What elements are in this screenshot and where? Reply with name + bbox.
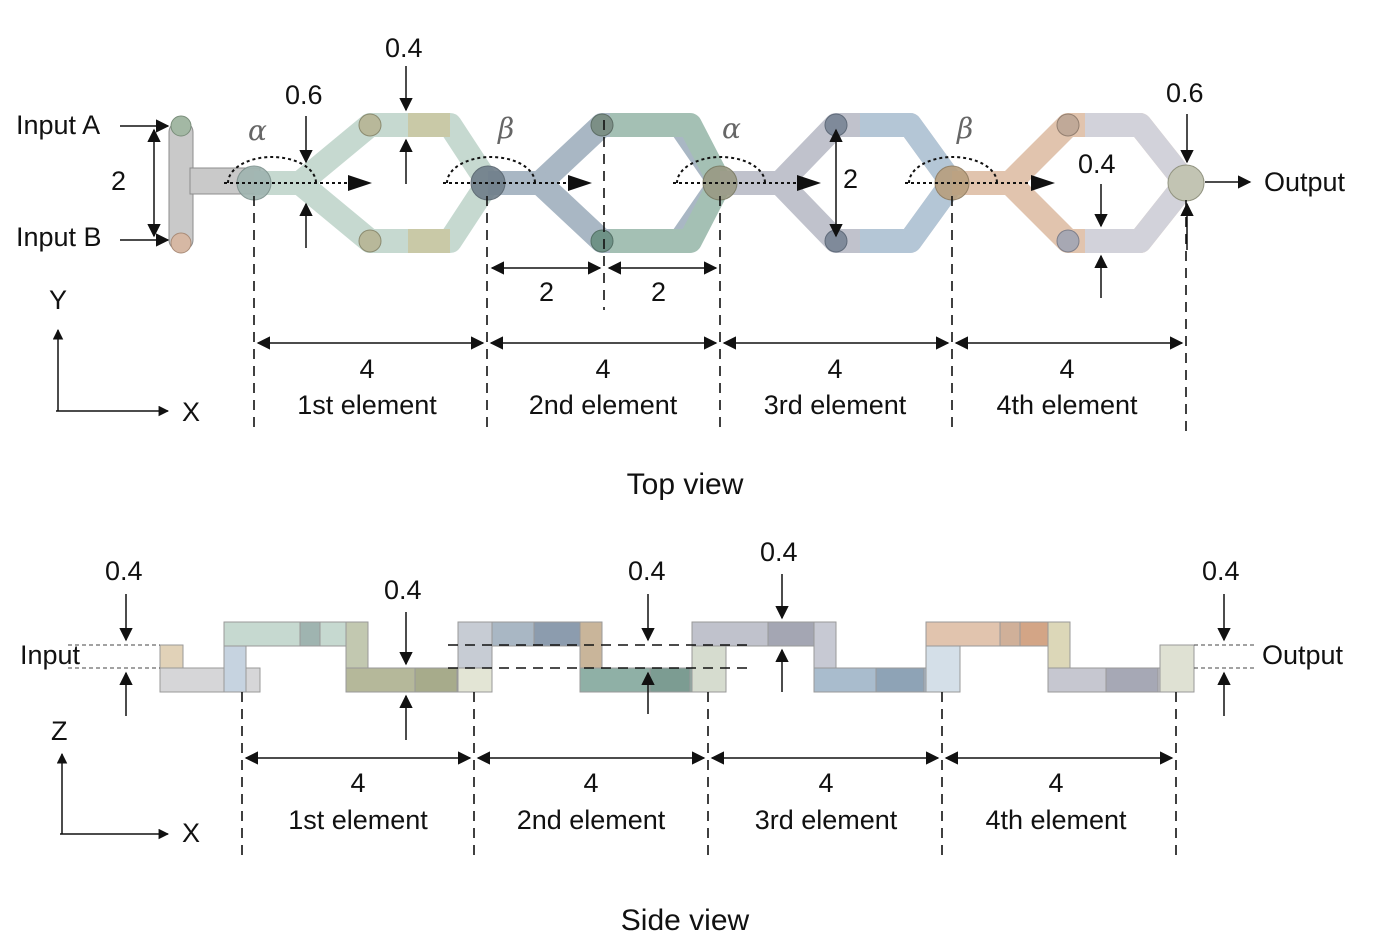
top-view-caption: Top view — [627, 468, 744, 501]
side-element-4-name: 4th element — [985, 805, 1127, 835]
output-label: Output — [1264, 167, 1346, 197]
input-a-label: Input A — [16, 110, 100, 140]
first-height-dim: 0.4 — [384, 575, 422, 605]
element-2-name: 2nd element — [529, 390, 678, 420]
half-left-dim: 2 — [539, 277, 554, 307]
element-2-length: 4 — [595, 354, 610, 384]
side-element-3-name: 3rd element — [755, 805, 898, 835]
side-view: Input Output 0.4 0.4 0.4 0.4 0.4 4 4 4 4… — [20, 537, 1344, 937]
element-4-length: 4 — [1059, 354, 1074, 384]
x-axis-label-side: X — [182, 818, 200, 848]
side-element-2-name: 2nd element — [517, 805, 666, 835]
xz-axes: Z X — [51, 716, 200, 848]
input-height-dim: 0.4 — [105, 556, 143, 586]
third-height-dim: 0.4 — [760, 537, 798, 567]
side-output-label: Output — [1262, 640, 1344, 670]
element-4-name: 4th element — [996, 390, 1138, 420]
side-element-2-length: 4 — [583, 768, 598, 798]
side-element-3-length: 4 — [818, 768, 833, 798]
output-height-dim: 0.4 — [1202, 556, 1240, 586]
side-element-1-length: 4 — [350, 768, 365, 798]
angle-alpha-1: α — [248, 114, 267, 147]
side-view-caption: Side view — [621, 904, 750, 937]
branch-width-dim: 0.4 — [385, 33, 423, 63]
z-axis-label: Z — [51, 716, 68, 746]
xy-axes: Y X — [49, 285, 200, 427]
second-height-dim: 0.4 — [628, 556, 666, 586]
outlet-width-dim: 0.6 — [1166, 78, 1204, 108]
x-axis-label-top: X — [182, 397, 200, 427]
top-view: α β α β Input A Input B 2 Output 0.6 0.4… — [16, 33, 1346, 501]
split-height-dim: 2 — [843, 164, 858, 194]
element-3-name: 3rd element — [764, 390, 907, 420]
input-spacing-dim: 2 — [111, 166, 126, 196]
angle-beta-2: β — [956, 112, 973, 145]
element-1-name: 1st element — [297, 390, 437, 420]
element-3-length: 4 — [827, 354, 842, 384]
element-1-length: 4 — [359, 354, 374, 384]
half-right-dim: 2 — [651, 277, 666, 307]
input-b-label: Input B — [16, 222, 102, 252]
flow-arrows — [224, 156, 1055, 191]
side-element-4-length: 4 — [1048, 768, 1063, 798]
branch-width-right-dim: 0.4 — [1078, 149, 1116, 179]
element-4-top — [934, 113, 1205, 253]
angle-alpha-2: α — [722, 112, 741, 145]
angle-beta-1: β — [497, 112, 514, 145]
side-element-1-name: 1st element — [288, 805, 428, 835]
y-axis-label: Y — [49, 285, 67, 315]
side-input-label: Input — [20, 640, 81, 670]
inlet-width-dim: 0.6 — [285, 80, 323, 110]
